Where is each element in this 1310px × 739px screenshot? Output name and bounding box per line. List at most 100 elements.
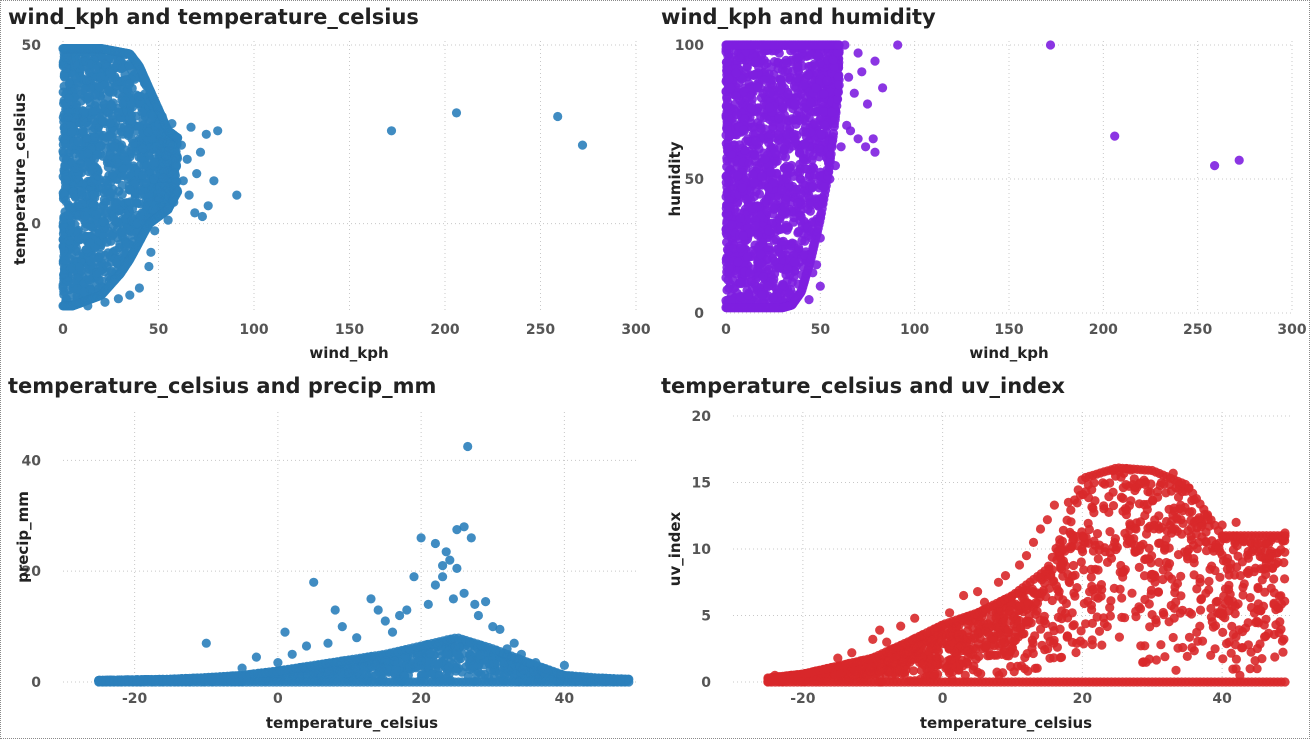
data-point bbox=[893, 40, 903, 50]
data-point bbox=[117, 180, 127, 191]
data-point bbox=[725, 202, 736, 212]
data-point bbox=[804, 295, 814, 305]
data-point bbox=[782, 173, 792, 184]
y-tick-label: 50 bbox=[22, 38, 42, 54]
data-point bbox=[816, 129, 827, 139]
data-point bbox=[82, 244, 92, 254]
data-point bbox=[96, 72, 106, 82]
data-point bbox=[109, 142, 119, 152]
data-point bbox=[65, 225, 75, 235]
data-point bbox=[746, 103, 757, 113]
data-point bbox=[201, 129, 211, 139]
data-point bbox=[792, 73, 802, 83]
data-point bbox=[803, 69, 813, 79]
data-point bbox=[732, 171, 743, 181]
data-point bbox=[78, 106, 88, 116]
chart-title: temperature_celsius and precip_mm bbox=[8, 374, 436, 398]
data-point bbox=[830, 161, 841, 171]
data-point bbox=[766, 167, 776, 177]
data-point bbox=[777, 279, 788, 290]
data-point bbox=[741, 136, 751, 146]
data-point bbox=[798, 178, 808, 188]
data-point bbox=[857, 67, 867, 77]
data-point bbox=[870, 147, 880, 157]
data-point bbox=[106, 266, 116, 276]
data-point bbox=[799, 80, 809, 90]
data-point bbox=[731, 91, 741, 101]
data-point bbox=[61, 175, 71, 185]
data-point bbox=[774, 113, 784, 123]
data-point bbox=[66, 263, 76, 273]
data-point bbox=[91, 97, 101, 107]
data-point bbox=[1234, 155, 1244, 165]
data-point bbox=[755, 123, 765, 133]
data-point bbox=[727, 220, 737, 230]
data-point bbox=[70, 149, 80, 159]
data-point bbox=[60, 207, 70, 217]
data-point bbox=[738, 231, 749, 241]
data-point bbox=[127, 204, 138, 214]
data-point bbox=[792, 62, 802, 72]
data-point bbox=[113, 108, 124, 119]
data-point bbox=[815, 281, 825, 291]
data-point bbox=[88, 190, 99, 200]
data-point bbox=[103, 162, 113, 172]
data-point bbox=[758, 272, 768, 282]
data-point bbox=[74, 210, 84, 220]
data-point bbox=[751, 136, 761, 146]
data-point bbox=[723, 143, 733, 153]
data-point bbox=[820, 120, 830, 130]
data-point bbox=[98, 217, 108, 227]
data-point bbox=[794, 243, 804, 253]
data-point bbox=[1110, 131, 1120, 141]
data-point bbox=[83, 148, 93, 158]
data-point bbox=[146, 247, 156, 257]
x-tick-label: 150 bbox=[994, 322, 1023, 338]
x-tick-label: 200 bbox=[1089, 322, 1118, 338]
data-point bbox=[553, 111, 563, 122]
data-point bbox=[125, 290, 135, 300]
data-point bbox=[68, 187, 78, 197]
data-point bbox=[91, 105, 101, 115]
data-point bbox=[779, 145, 789, 155]
data-point bbox=[169, 197, 179, 207]
data-point bbox=[789, 115, 799, 125]
data-point bbox=[102, 237, 112, 247]
data-point bbox=[112, 258, 122, 268]
data-point bbox=[861, 142, 871, 152]
data-point bbox=[760, 75, 770, 85]
data-point bbox=[742, 252, 753, 262]
data-point bbox=[67, 127, 77, 137]
data-point bbox=[735, 292, 746, 302]
data-point bbox=[760, 154, 770, 164]
data-point bbox=[213, 126, 223, 136]
data-point bbox=[772, 244, 783, 254]
data-point bbox=[95, 142, 105, 152]
data-point bbox=[745, 268, 755, 279]
data-point bbox=[126, 100, 136, 110]
data-point bbox=[59, 246, 69, 256]
data-point bbox=[60, 160, 70, 170]
data-point bbox=[99, 188, 109, 198]
data-point bbox=[125, 185, 135, 195]
data-point bbox=[158, 173, 168, 183]
data-point bbox=[197, 211, 207, 222]
data-point bbox=[85, 76, 95, 87]
y-axis-label: temperature_celsius bbox=[11, 93, 29, 265]
data-point bbox=[451, 108, 462, 118]
data-point bbox=[814, 143, 825, 153]
data-point bbox=[735, 213, 746, 223]
data-point bbox=[113, 89, 123, 99]
data-point bbox=[63, 112, 73, 122]
data-point bbox=[822, 76, 832, 86]
data-point bbox=[89, 132, 99, 142]
data-point bbox=[167, 119, 177, 129]
data-point bbox=[870, 56, 880, 66]
data-point bbox=[724, 130, 734, 140]
data-point bbox=[143, 127, 153, 137]
data-point bbox=[73, 137, 83, 147]
data-point bbox=[186, 122, 196, 132]
data-point bbox=[862, 99, 873, 109]
data-point bbox=[71, 297, 81, 307]
data-point bbox=[100, 297, 110, 307]
